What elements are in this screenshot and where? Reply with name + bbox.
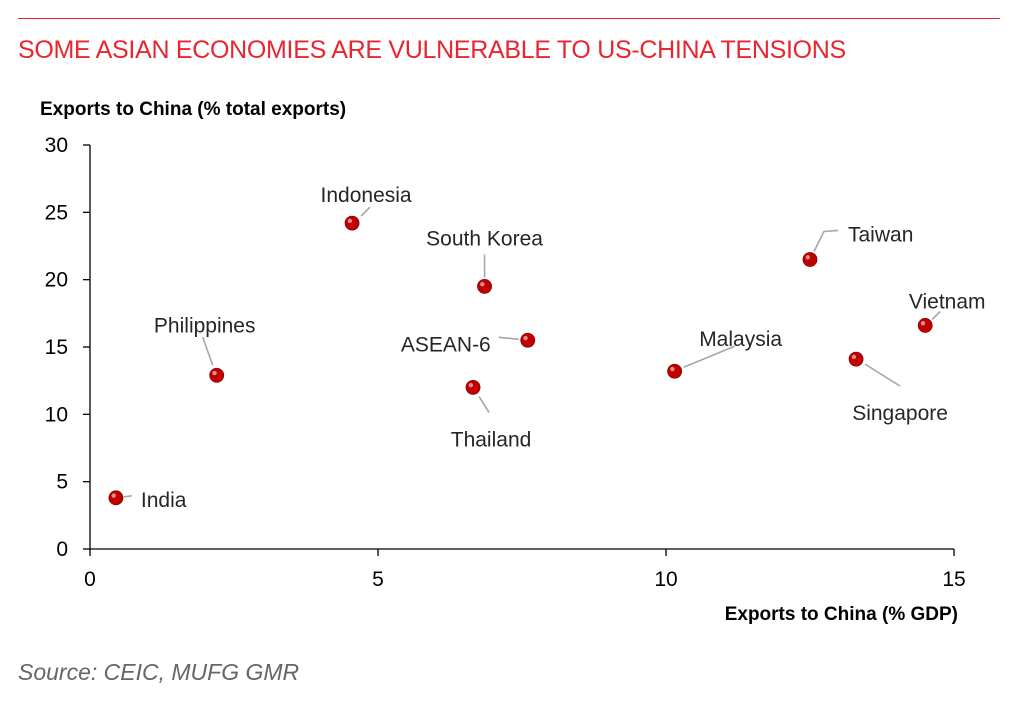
x-axis-title: Exports to China (% GDP) [725,604,958,625]
source-note: Source: CEIC, MUFG GMR [18,659,300,685]
chart-title: SOME ASIAN ECONOMIES ARE VULNERABLE TO U… [18,36,846,64]
data-point-highlight [851,354,857,360]
data-point [465,379,481,395]
point-label: India [141,489,187,512]
data-point-highlight [111,493,116,498]
leader-line [683,345,735,368]
leader-line [123,495,133,498]
y-tick-label: 5 [56,471,68,494]
data-point [848,351,864,367]
point-label: Singapore [852,402,948,425]
leader-line [360,206,371,217]
x-tick-label: 10 [654,568,677,591]
point-label: Philippines [154,314,256,337]
y-axis-title: Exports to China (% total exports) [40,99,346,120]
data-point [802,252,818,267]
data-point [917,318,933,333]
data-point-highlight [468,383,474,388]
leader-line [201,337,214,366]
y-tick-label: 25 [45,201,68,224]
point-label: Indonesia [321,184,412,207]
x-tick-label: 0 [84,568,96,591]
point-label: Thailand [451,428,532,451]
data-point-highlight [347,218,353,224]
data-point-highlight [523,335,528,341]
data-point-highlight [480,282,485,287]
scatter-chart: 0 5 10 15 20 25 30 0 5 10 15 Exports to China (% to… [40,99,986,625]
point-label: Taiwan [848,223,913,246]
data-point-highlight [805,255,810,260]
x-tick-label: 5 [372,568,384,591]
y-tick-label: 20 [45,269,68,292]
data-point [344,215,360,231]
data-point-highlight [670,366,675,372]
y-tick-label: 30 [45,134,68,157]
leader-line [864,363,901,387]
leader-line [813,229,839,252]
point-label: ASEAN-6 [401,333,491,356]
y-tick-label: 15 [45,336,68,359]
data-point [477,278,492,294]
top-rule [18,18,1000,19]
data-point [667,363,683,379]
point-label: Malaysia [699,328,782,351]
y-tick-label: 10 [45,403,68,426]
leader-line [478,395,490,413]
leader-line [498,336,519,341]
data-point-highlight [212,370,217,376]
point-label: South Korea [426,227,543,250]
data-point [209,367,225,383]
x-tick-label: 15 [942,568,965,591]
data-point [520,332,536,348]
point-label: Vietnam [909,290,986,313]
data-point-highlight [920,321,926,326]
data-point [108,490,124,506]
y-tick-label: 0 [56,538,68,561]
leader-line [931,310,941,321]
